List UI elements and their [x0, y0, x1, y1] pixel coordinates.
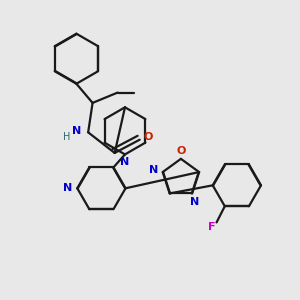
Text: O: O [143, 132, 153, 142]
Text: N: N [72, 126, 82, 136]
Text: H: H [63, 132, 71, 142]
Text: O: O [176, 146, 186, 156]
Text: N: N [63, 183, 73, 193]
Text: N: N [120, 157, 130, 167]
Text: N: N [190, 197, 200, 207]
Text: N: N [149, 165, 158, 175]
Text: F: F [208, 222, 216, 232]
